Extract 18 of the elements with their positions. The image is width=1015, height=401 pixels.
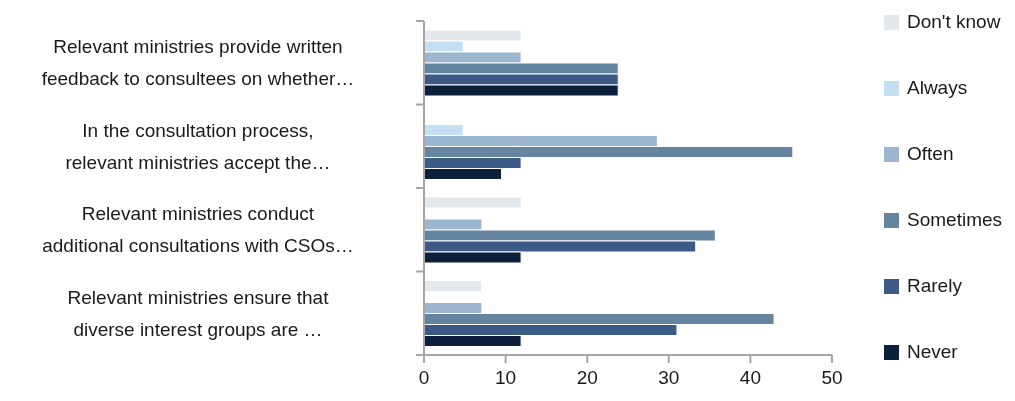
y-tick-label: Relevant ministries ensure that diverse interest groups are …	[67, 286, 330, 340]
bar	[424, 280, 483, 292]
x-tick-label: 20	[576, 367, 598, 389]
y-tick-label: Relevant ministries conduct additional consultations with CSOs…	[42, 203, 354, 257]
legend-label: Rarely	[907, 275, 962, 297]
y-tick-label: In the consultation process, relevant ministries accept the…	[65, 119, 331, 173]
legend-label: Never	[907, 341, 958, 363]
x-tick-label: 0	[418, 367, 430, 389]
bar	[424, 196, 522, 209]
legend-label: Don't know	[907, 11, 1001, 33]
legend-label: Always	[907, 77, 968, 99]
legend-label: Often	[907, 143, 954, 165]
x-tick-label: 40	[739, 367, 761, 389]
legend-label: Sometimes	[907, 209, 1003, 231]
x-tick-label: 10	[495, 367, 517, 389]
y-tick-label: Relevant ministries provide written feedback to consultees on whether…	[41, 36, 355, 90]
x-tick-label: 30	[658, 367, 680, 389]
x-tick-label: 50	[821, 367, 843, 389]
